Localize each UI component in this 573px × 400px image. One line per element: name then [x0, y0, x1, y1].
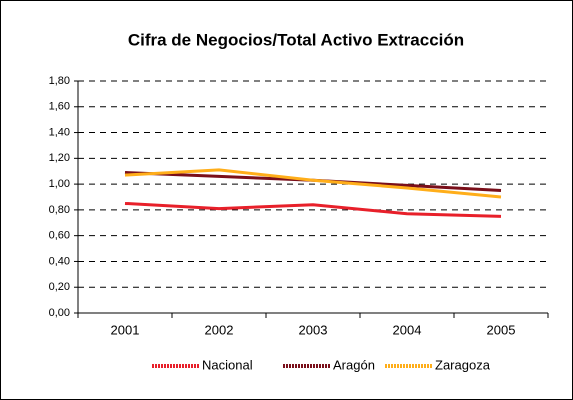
y-tick-label: 0,20: [49, 281, 70, 293]
x-tick-label: 2003: [299, 322, 328, 337]
series-line: [124, 168, 502, 199]
y-tick-label: 1,20: [49, 152, 70, 164]
y-tick-label: 1,80: [49, 75, 70, 87]
y-tick-label: 1,00: [49, 178, 70, 190]
legend-label: Nacional: [202, 357, 253, 372]
x-tick-label: 2004: [393, 322, 422, 337]
y-tick-label: 0,60: [49, 230, 70, 242]
x-tick-label: 2001: [111, 322, 140, 337]
y-tick-label: 0,00: [49, 307, 70, 319]
y-tick-label: 0,40: [49, 255, 70, 267]
y-tick-label: 0,80: [49, 204, 70, 216]
legend-label: Zaragoza: [435, 357, 491, 372]
y-tick-label: 1,40: [49, 126, 70, 138]
x-tick-label: 2002: [205, 322, 234, 337]
chart-title: Cifra de Negocios/Total Activo Extracció…: [128, 30, 464, 49]
y-tick-label: 1,60: [49, 101, 70, 113]
x-tick-label: 2005: [487, 322, 516, 337]
series-line: [124, 201, 502, 218]
legend-label: Aragón: [333, 357, 375, 372]
